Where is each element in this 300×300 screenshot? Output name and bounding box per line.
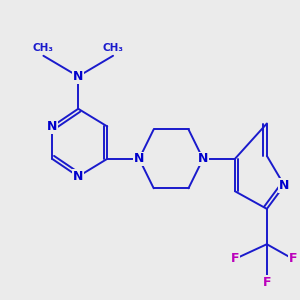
Text: CH₃: CH₃ xyxy=(103,43,124,53)
Text: CH₃: CH₃ xyxy=(33,43,54,53)
Text: N: N xyxy=(47,120,57,133)
Text: N: N xyxy=(73,170,83,183)
Text: F: F xyxy=(289,252,297,266)
Text: N: N xyxy=(279,179,290,192)
Text: N: N xyxy=(134,152,144,165)
Text: N: N xyxy=(198,152,208,165)
Text: N: N xyxy=(73,70,83,83)
Text: F: F xyxy=(231,252,239,266)
Text: F: F xyxy=(262,276,271,289)
